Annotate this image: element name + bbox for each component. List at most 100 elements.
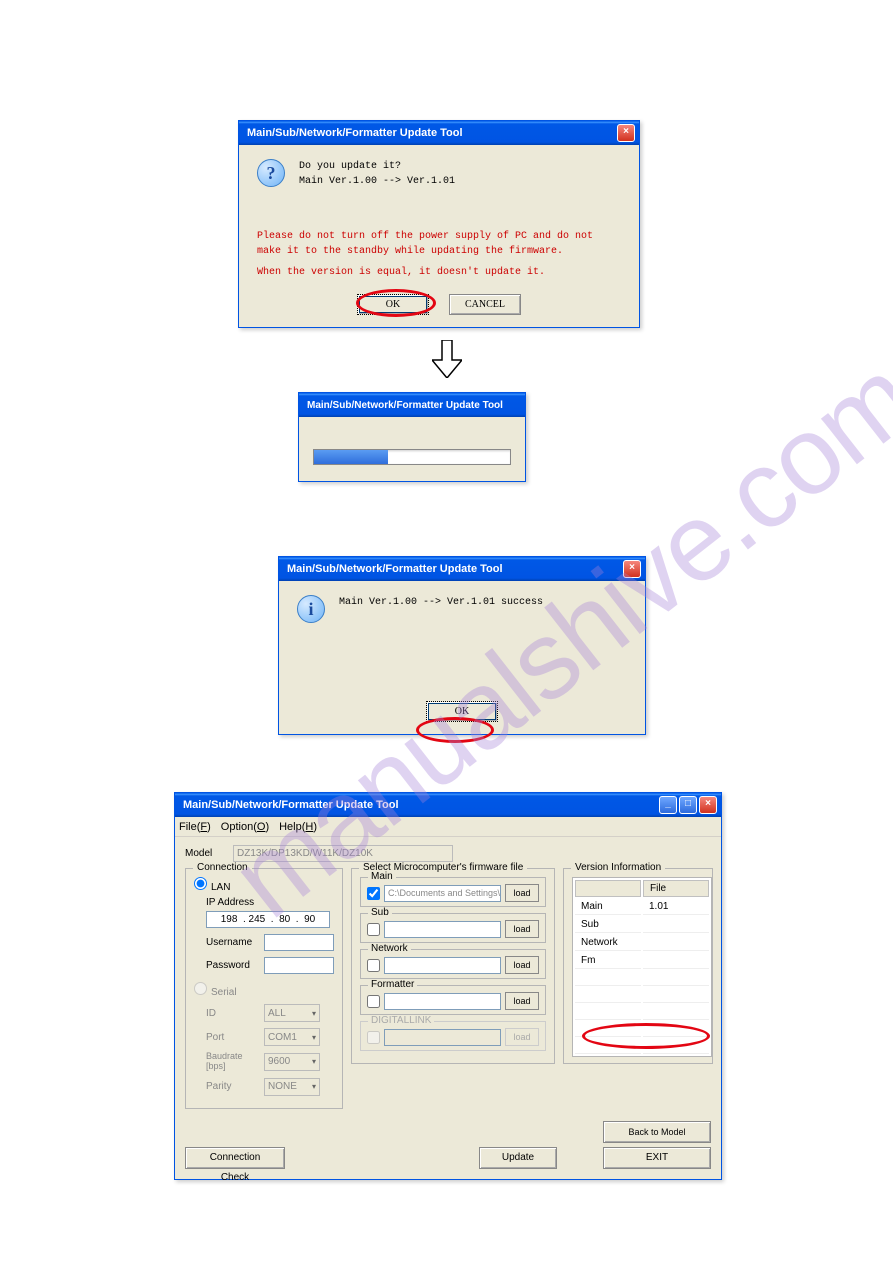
parity-dropdown: NONE▾ [264, 1078, 320, 1096]
dl-load-button: load [505, 1028, 539, 1046]
serial-label: Serial [211, 987, 237, 998]
main-checkbox[interactable] [367, 887, 380, 900]
dialog-message: Main Ver.1.00 --> Ver.1.01 success [339, 595, 543, 610]
question-icon: ? [257, 159, 285, 187]
menu-option[interactable]: Option(O) [221, 821, 269, 833]
table-row [575, 1005, 709, 1020]
info-icon: i [297, 595, 325, 623]
dl-path [384, 1029, 501, 1046]
firmware-group: Select Microcomputer's firmware file Mai… [351, 868, 555, 1064]
network-file-group: Network load [360, 949, 546, 979]
warn-line1: Please do not turn off the power supply … [257, 229, 621, 259]
table-row [575, 1039, 709, 1054]
password-field[interactable] [264, 957, 334, 974]
main-legend: Main [368, 871, 396, 882]
fmt-legend: Formatter [368, 979, 417, 990]
titlebar: Main/Sub/Network/Formatter Update Tool [299, 393, 525, 417]
connection-group: Connection LAN IP Address Username Passw… [185, 868, 343, 1109]
progress-dialog: Main/Sub/Network/Formatter Update Tool [298, 392, 526, 482]
sub-file-group: Sub load [360, 913, 546, 943]
ok-button[interactable]: OK [426, 701, 498, 722]
col-file: File [643, 880, 709, 897]
update-button[interactable]: Update [479, 1147, 557, 1169]
close-icon[interactable]: × [617, 124, 635, 142]
id-label: ID [206, 1008, 258, 1019]
minimize-icon[interactable]: _ [659, 796, 677, 814]
arrow-down-icon [432, 340, 462, 378]
formatter-file-group: Formatter load [360, 985, 546, 1015]
fmt-load-button[interactable]: load [505, 992, 539, 1010]
net-path [384, 957, 501, 974]
chevron-down-icon: ▾ [312, 1009, 316, 1018]
maximize-icon[interactable]: □ [679, 796, 697, 814]
warning-text: Please do not turn off the power supply … [257, 229, 621, 280]
menu-file[interactable]: File(F) [179, 821, 211, 833]
fmt-checkbox[interactable] [367, 995, 380, 1008]
password-label: Password [206, 960, 258, 971]
version-group: Version Information File Main1.01 Sub Ne… [563, 868, 713, 1064]
dl-legend: DIGITALLINK [368, 1015, 434, 1026]
username-field[interactable] [264, 934, 334, 951]
window-title: Main/Sub/Network/Formatter Update Tool [243, 127, 617, 139]
sub-legend: Sub [368, 907, 392, 918]
serial-radio [194, 982, 207, 995]
port-dropdown: COM1▾ [264, 1028, 320, 1046]
net-legend: Network [368, 943, 411, 954]
menu-bar: File(F) Option(O) Help(H) [175, 817, 721, 837]
id-dropdown: ALL▾ [264, 1004, 320, 1022]
titlebar: Main/Sub/Network/Formatter Update Tool × [239, 121, 639, 145]
success-dialog: Main/Sub/Network/Formatter Update Tool ×… [278, 556, 646, 735]
sub-path [384, 921, 501, 938]
dialog-message: Do you update it? Main Ver.1.00 --> Ver.… [299, 159, 455, 189]
progress-bar [313, 449, 511, 465]
table-row: Sub [575, 917, 709, 933]
main-path: C:\Documents and Settings\main\デ [384, 885, 501, 902]
ip-field[interactable] [206, 911, 330, 928]
menu-help[interactable]: Help(H) [279, 821, 317, 833]
ip-label: IP Address [194, 897, 334, 908]
back-button[interactable]: Back to Model select [603, 1121, 711, 1143]
cancel-button[interactable]: CANCEL [449, 294, 521, 315]
titlebar: Main/Sub/Network/Formatter Update Tool _… [175, 793, 721, 817]
net-load-button[interactable]: load [505, 956, 539, 974]
table-row: Network [575, 935, 709, 951]
chevron-down-icon: ▾ [312, 1033, 316, 1042]
baud-dropdown: 9600▾ [264, 1053, 320, 1071]
exit-button[interactable]: EXIT [603, 1147, 711, 1169]
window-title: Main/Sub/Network/Formatter Update Tool [283, 563, 623, 575]
close-icon[interactable]: × [699, 796, 717, 814]
main-file-group: Main C:\Documents and Settings\main\デ lo… [360, 877, 546, 907]
version-legend: Version Information [571, 862, 665, 873]
table-row [575, 971, 709, 986]
model-field [233, 845, 453, 862]
connection-check-button[interactable]: Connection Check [185, 1147, 285, 1169]
dl-checkbox [367, 1031, 380, 1044]
table-row: Fm [575, 953, 709, 969]
table-row [575, 1022, 709, 1037]
digitallink-file-group: DIGITALLINK load [360, 1021, 546, 1051]
connection-legend: Connection [193, 862, 252, 873]
table-row [575, 988, 709, 1003]
confirm-line1: Do you update it? [299, 159, 455, 174]
window-title: Main/Sub/Network/Formatter Update Tool [179, 799, 659, 811]
titlebar: Main/Sub/Network/Formatter Update Tool × [279, 557, 645, 581]
chevron-down-icon: ▾ [312, 1082, 316, 1091]
baud-label: Baudrate[bps] [206, 1052, 258, 1072]
lan-label: LAN [211, 882, 230, 893]
fmt-path [384, 993, 501, 1010]
lan-radio[interactable] [194, 877, 207, 890]
success-line1: Main Ver.1.00 --> Ver.1.01 success [339, 595, 543, 610]
close-icon[interactable]: × [623, 560, 641, 578]
version-table: File Main1.01 Sub Network Fm [572, 877, 712, 1057]
progress-fill [314, 450, 388, 464]
main-load-button[interactable]: load [505, 884, 539, 902]
port-label: Port [206, 1032, 258, 1043]
sub-checkbox[interactable] [367, 923, 380, 936]
warn-line2: When the version is equal, it doesn't up… [257, 265, 621, 280]
sub-load-button[interactable]: load [505, 920, 539, 938]
ok-button[interactable]: OK [357, 294, 429, 315]
model-label: Model [185, 848, 227, 859]
main-window: Main/Sub/Network/Formatter Update Tool _… [174, 792, 722, 1180]
parity-label: Parity [206, 1081, 258, 1092]
net-checkbox[interactable] [367, 959, 380, 972]
